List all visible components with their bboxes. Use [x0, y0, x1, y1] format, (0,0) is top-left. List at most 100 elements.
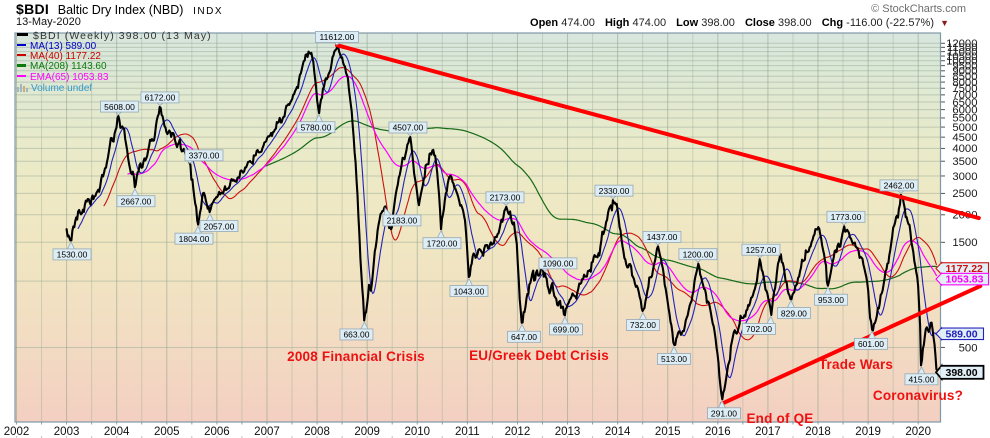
svg-text:5608.00: 5608.00 [104, 102, 135, 112]
callout-2173.00: 2173.00 [485, 191, 525, 206]
callout-601.00: 601.00 [854, 330, 888, 350]
y-axis-labels: 5001000150020002500300035004000450050005… [940, 38, 978, 354]
legend-ma40-label: MA(40) 1177.22 [30, 50, 101, 62]
callout-11612.00: 11612.00 [315, 31, 359, 46]
x-tick-label: 2014 [605, 426, 631, 438]
high-label: High [604, 17, 630, 29]
low-label: Low [676, 17, 699, 29]
ma13-swatch [17, 43, 26, 46]
callout-829.00: 829.00 [777, 299, 811, 319]
svg-text:11612.00: 11612.00 [320, 32, 355, 42]
callout-1804.00: 1804.00 [174, 225, 214, 245]
x-tick-label: 2018 [805, 426, 831, 438]
y-tick-label: 6500 [952, 97, 977, 109]
chg-value: -116.00 (-22.57%) [846, 17, 935, 29]
callout-4507.00: 4507.00 [388, 121, 428, 137]
axis-tag-589.00: 589.00 [935, 326, 985, 341]
annotation-text: Trade Wars [819, 357, 893, 372]
annotation-text: 2008 Financial Crisis [287, 349, 425, 364]
annotation-text: Coronavirus? [873, 388, 963, 403]
x-tick-label: 2015 [655, 426, 681, 438]
callout-5608.00: 5608.00 [100, 100, 139, 116]
svg-text:1090.00: 1090.00 [543, 259, 574, 269]
legend-ma208-label: MA(208) 1143.60 [30, 61, 107, 73]
callout-1090.00: 1090.00 [538, 257, 578, 272]
x-tick-label: 2012 [505, 426, 531, 438]
x-tick-label: 2008 [304, 426, 330, 438]
low-value: 398.00 [701, 17, 735, 29]
y-tick-label: 11000 [947, 46, 978, 58]
legend-item-ma208: MA(208) 1143.60 [17, 62, 212, 72]
svg-text:1720.00: 1720.00 [427, 238, 458, 248]
svg-text:2183.00: 2183.00 [387, 216, 418, 226]
svg-text:601.00: 601.00 [858, 339, 884, 349]
legend-item-ema65: EMA(65) 1053.83 [17, 72, 212, 83]
ma208-swatch [17, 64, 26, 67]
svg-text:663.00: 663.00 [343, 330, 369, 340]
x-tick-label: 2003 [54, 426, 80, 438]
svg-text:3370.00: 3370.00 [189, 151, 220, 161]
x-tick-label: 2004 [104, 426, 130, 438]
ema65-swatch [17, 74, 26, 78]
svg-text:1043.00: 1043.00 [454, 286, 485, 296]
price-swatch [17, 33, 28, 36]
y-tick-label: 7500 [952, 83, 977, 95]
x-tick-label: 2010 [404, 426, 430, 438]
symbol-name: Baltic Dry Index (NBD) [57, 3, 184, 17]
open-value: 474.00 [561, 17, 595, 29]
callout-663.00: 663.00 [339, 321, 374, 341]
callout-2183.00: 2183.00 [382, 206, 422, 227]
callout-699.00: 699.00 [549, 316, 583, 336]
callout-2462.00: 2462.00 [879, 179, 919, 194]
legend-item-volume: Volume undef [17, 83, 212, 95]
x-tick-label: 2006 [204, 426, 230, 438]
callout-1257.00: 1257.00 [741, 243, 781, 259]
trendline-2 [719, 284, 983, 406]
y-tick-label: 11500 [947, 42, 978, 54]
callout-1043.00: 1043.00 [449, 277, 489, 297]
svg-text:415.00: 415.00 [908, 375, 934, 385]
x-tick-label: 2019 [855, 426, 881, 438]
quote-summary: Open 474.00 High 474.00 Low 398.00 Close… [523, 17, 949, 29]
y-tick-label: 10500 [946, 51, 977, 63]
y-tick-label: 9000 [952, 66, 977, 78]
y-tick-label: 4000 [952, 143, 977, 155]
ma40-swatch [17, 54, 26, 57]
annotations: 2008 Financial Crisis EU/Greek Debt Crisi… [287, 348, 963, 426]
callout-702.00: 702.00 [742, 315, 776, 335]
svg-text:2667.00: 2667.00 [121, 196, 152, 206]
svg-text:2462.00: 2462.00 [884, 181, 915, 191]
y-tick-label: 4500 [952, 132, 977, 144]
y-tick-label: 2500 [952, 188, 977, 200]
svg-text:1773.00: 1773.00 [831, 212, 862, 222]
symbol: $BDI [16, 1, 50, 17]
svg-text:1804.00: 1804.00 [179, 234, 210, 244]
y-tick-label: 9500 [952, 60, 977, 72]
close-label: Close [744, 17, 775, 29]
legend-item-price: $BDI (Weekly) 398.00 (13 May) [17, 29, 212, 42]
open-label: Open [530, 17, 559, 29]
legend-price-label: $BDI (Weekly) 398.00 (13 May) [33, 29, 212, 42]
callout-1437.00: 1437.00 [642, 231, 682, 246]
callout-953.00: 953.00 [814, 286, 848, 306]
high-value: 474.00 [632, 17, 667, 29]
y-tick-label: 12000 [946, 38, 977, 50]
y-tick-label: 3000 [952, 171, 977, 183]
x-tick-label: 2005 [154, 426, 180, 438]
x-tick-label: 2017 [755, 426, 781, 438]
legend-volume-label: Volume undef [31, 83, 93, 95]
callout-1530.00: 1530.00 [52, 241, 92, 261]
down-arrow-icon: ▼ [940, 18, 949, 28]
chart-legend: $BDI (Weekly) 398.00 (13 May) MA(13) 589… [17, 29, 212, 95]
price-line [65, 45, 938, 401]
trendline-1 [335, 43, 981, 221]
svg-text:6172.00: 6172.00 [145, 93, 176, 103]
svg-text:829.00: 829.00 [781, 308, 807, 318]
axis-tag-1177.22: 1177.22 [935, 261, 990, 276]
y-tick-label: 8500 [952, 71, 977, 83]
svg-text:1177.22: 1177.22 [946, 263, 984, 275]
callout-6172.00: 6172.00 [140, 91, 180, 106]
